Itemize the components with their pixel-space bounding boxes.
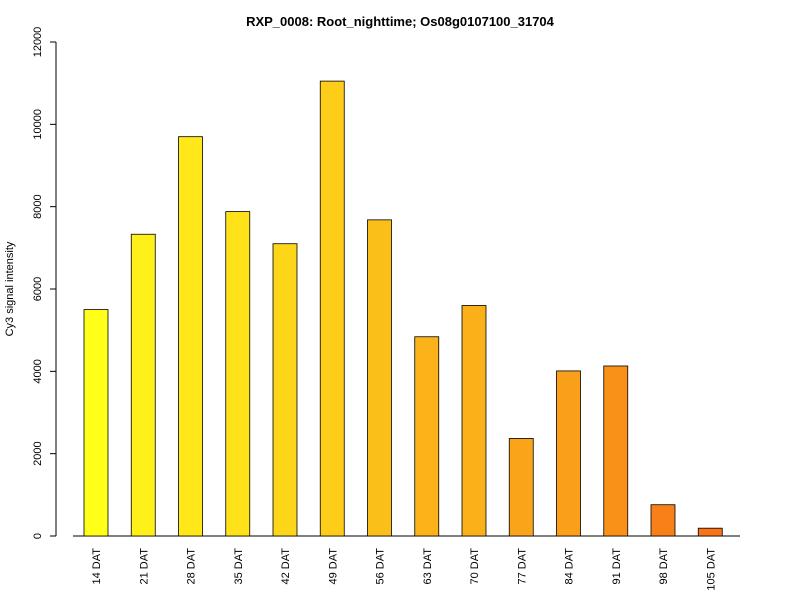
bars [83,80,723,537]
x-tick-label: 28 DAT [186,548,198,585]
x-tick-label: 49 DAT [327,548,339,585]
bar [650,504,676,537]
y-axis: 0 2000 4000 6000 8000 10000 12000 [32,27,57,539]
x-tick-label: 35 DAT [233,548,245,585]
x-tick-label: 63 DAT [422,548,434,585]
y-tick-label: 4000 [32,359,44,383]
bar [556,370,581,537]
x-tick-labels: 14 DAT 21 DAT 28 DAT 35 DAT 42 DAT 49 DAT 56 D… [91,548,717,591]
x-tick-label: 21 DAT [138,548,150,585]
y-tick-label: 12000 [32,27,44,58]
bar [461,305,487,537]
x-tick-label: 84 DAT [564,548,576,585]
x-tick-label: 91 DAT [611,548,623,585]
x-tick-label: 70 DAT [469,548,481,585]
bar [367,219,392,537]
y-tick-label: 0 [32,533,44,539]
y-axis-label: Cy3 signal intensity [4,241,16,336]
bar [414,336,440,537]
bar [508,438,534,537]
bar [319,80,345,537]
bar [225,211,251,537]
bar [178,136,203,537]
y-tick-label: 2000 [32,441,44,465]
bar [272,243,298,537]
bar [83,309,109,537]
y-tick-label: 10000 [32,109,44,140]
bar [697,527,723,537]
x-tick-label: 56 DAT [375,548,387,585]
x-tick-label: 42 DAT [280,548,292,585]
x-tick-label: 98 DAT [658,548,670,585]
bar [130,233,156,537]
x-tick-label: 14 DAT [91,548,103,585]
y-tick-label: 6000 [32,277,44,301]
x-tick-label: 105 DAT [705,548,717,591]
x-tick-label: 77 DAT [516,548,528,585]
chart-title: RXP_0008: Root_nighttime; Os08g0107100_3… [246,14,555,29]
bar [603,365,629,537]
y-tick-label: 8000 [32,194,44,218]
